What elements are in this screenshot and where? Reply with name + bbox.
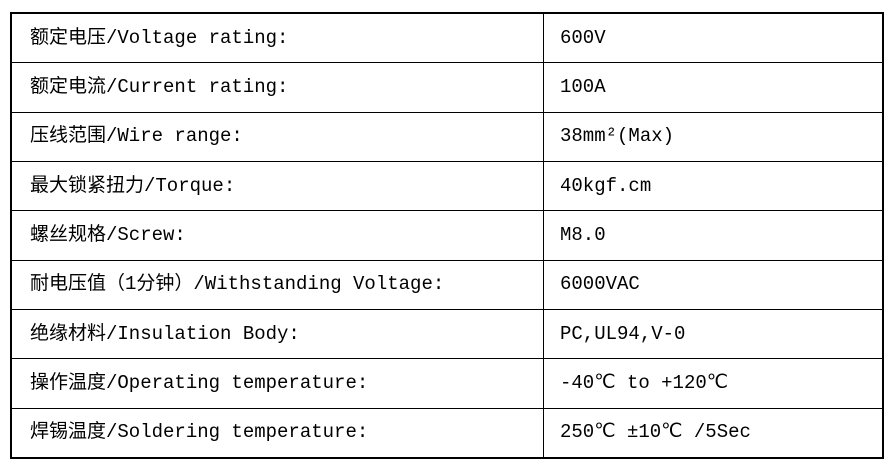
spec-value: 6000VAC: [560, 273, 640, 296]
spec-label: 焊锡温度/Soldering temperature:: [12, 408, 544, 457]
spec-label: 最大锁紧扭力/Torque:: [12, 161, 544, 211]
table-row: 最大锁紧扭力/Torque: 40kgf.cm: [12, 161, 882, 212]
spec-value: 40kgf.cm: [560, 174, 652, 197]
spec-label: 操作温度/Operating temperature:: [12, 359, 544, 408]
spec-table: 额定电压/Voltage rating: 600V 额定电流/Current r…: [10, 12, 884, 459]
table-row: 螺丝规格/Screw: M8.0: [12, 211, 882, 261]
spec-value: 38mm²(Max): [560, 125, 675, 148]
spec-value: M8.0: [560, 223, 606, 246]
spec-label: 压线范围/Wire range:: [12, 112, 544, 161]
spec-label: 耐电压值（1分钟）/Withstanding Voltage:: [12, 260, 544, 309]
spec-label: 螺丝规格/Screw:: [12, 211, 544, 260]
table-row: 额定电流/Current rating: 100A: [12, 63, 882, 113]
spec-label: 绝缘材料/Insulation Body:: [12, 309, 544, 359]
spec-value: -40℃ to +120℃: [560, 371, 729, 394]
spec-label: 额定电压/Voltage rating:: [12, 14, 544, 63]
table-row: 耐电压值（1分钟）/Withstanding Voltage: 6000VAC: [12, 260, 882, 310]
spec-value: PC,UL94,V-0: [560, 322, 686, 345]
spec-value: 600V: [560, 26, 606, 49]
table-row: 操作温度/Operating temperature: -40℃ to +120…: [12, 359, 882, 409]
table-row: 绝缘材料/Insulation Body: PC,UL94,V-0: [12, 309, 882, 360]
table-row: 焊锡温度/Soldering temperature: 250℃ ±10℃ /5…: [12, 408, 882, 457]
table-row: 额定电压/Voltage rating: 600V: [12, 14, 882, 64]
table-row: 压线范围/Wire range: 38mm²(Max): [12, 112, 882, 162]
spec-label: 额定电流/Current rating:: [12, 63, 544, 112]
spec-value: 100A: [560, 75, 606, 98]
spec-value: 250℃ ±10℃ /5Sec: [560, 421, 751, 444]
